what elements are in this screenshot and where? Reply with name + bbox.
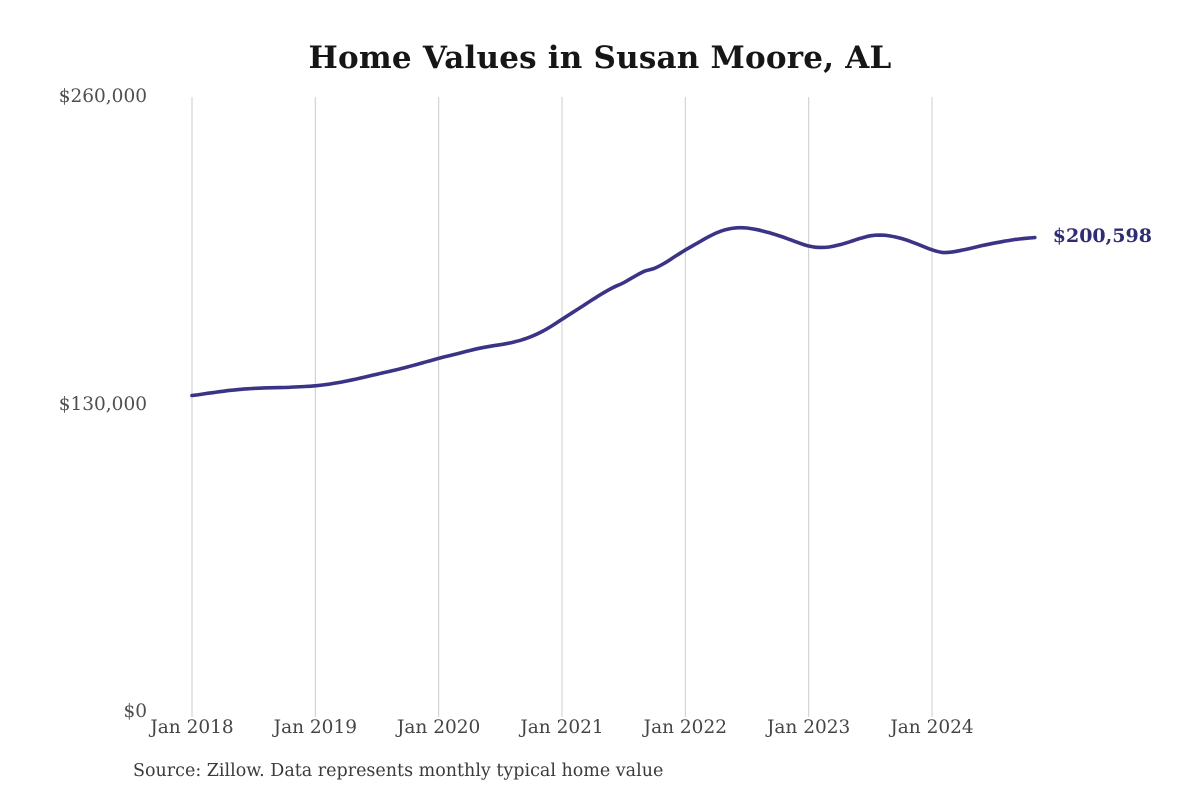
x-tick-label: Jan 2023 [766,717,851,738]
x-tick-label: Jan 2022 [643,717,727,738]
y-tick-label: $130,000 [58,393,147,415]
x-tick-label: Jan 2021 [520,717,604,738]
x-tick-label: Jan 2019 [273,717,357,738]
x-tick-label: Jan 2018 [150,717,234,738]
series-end-value-label: $200,598 [1052,224,1152,247]
x-tick-label: Jan 2020 [396,717,481,738]
x-tick-label: Jan 2024 [890,717,974,738]
source-note: Source: Zillow. Data represents monthly … [133,761,664,781]
home-value-line [190,225,1037,398]
chart-title: Home Values in Susan Moore, AL [308,40,892,76]
y-tick-label: $260,000 [58,86,147,107]
y-tick-label: $0 [123,701,147,722]
